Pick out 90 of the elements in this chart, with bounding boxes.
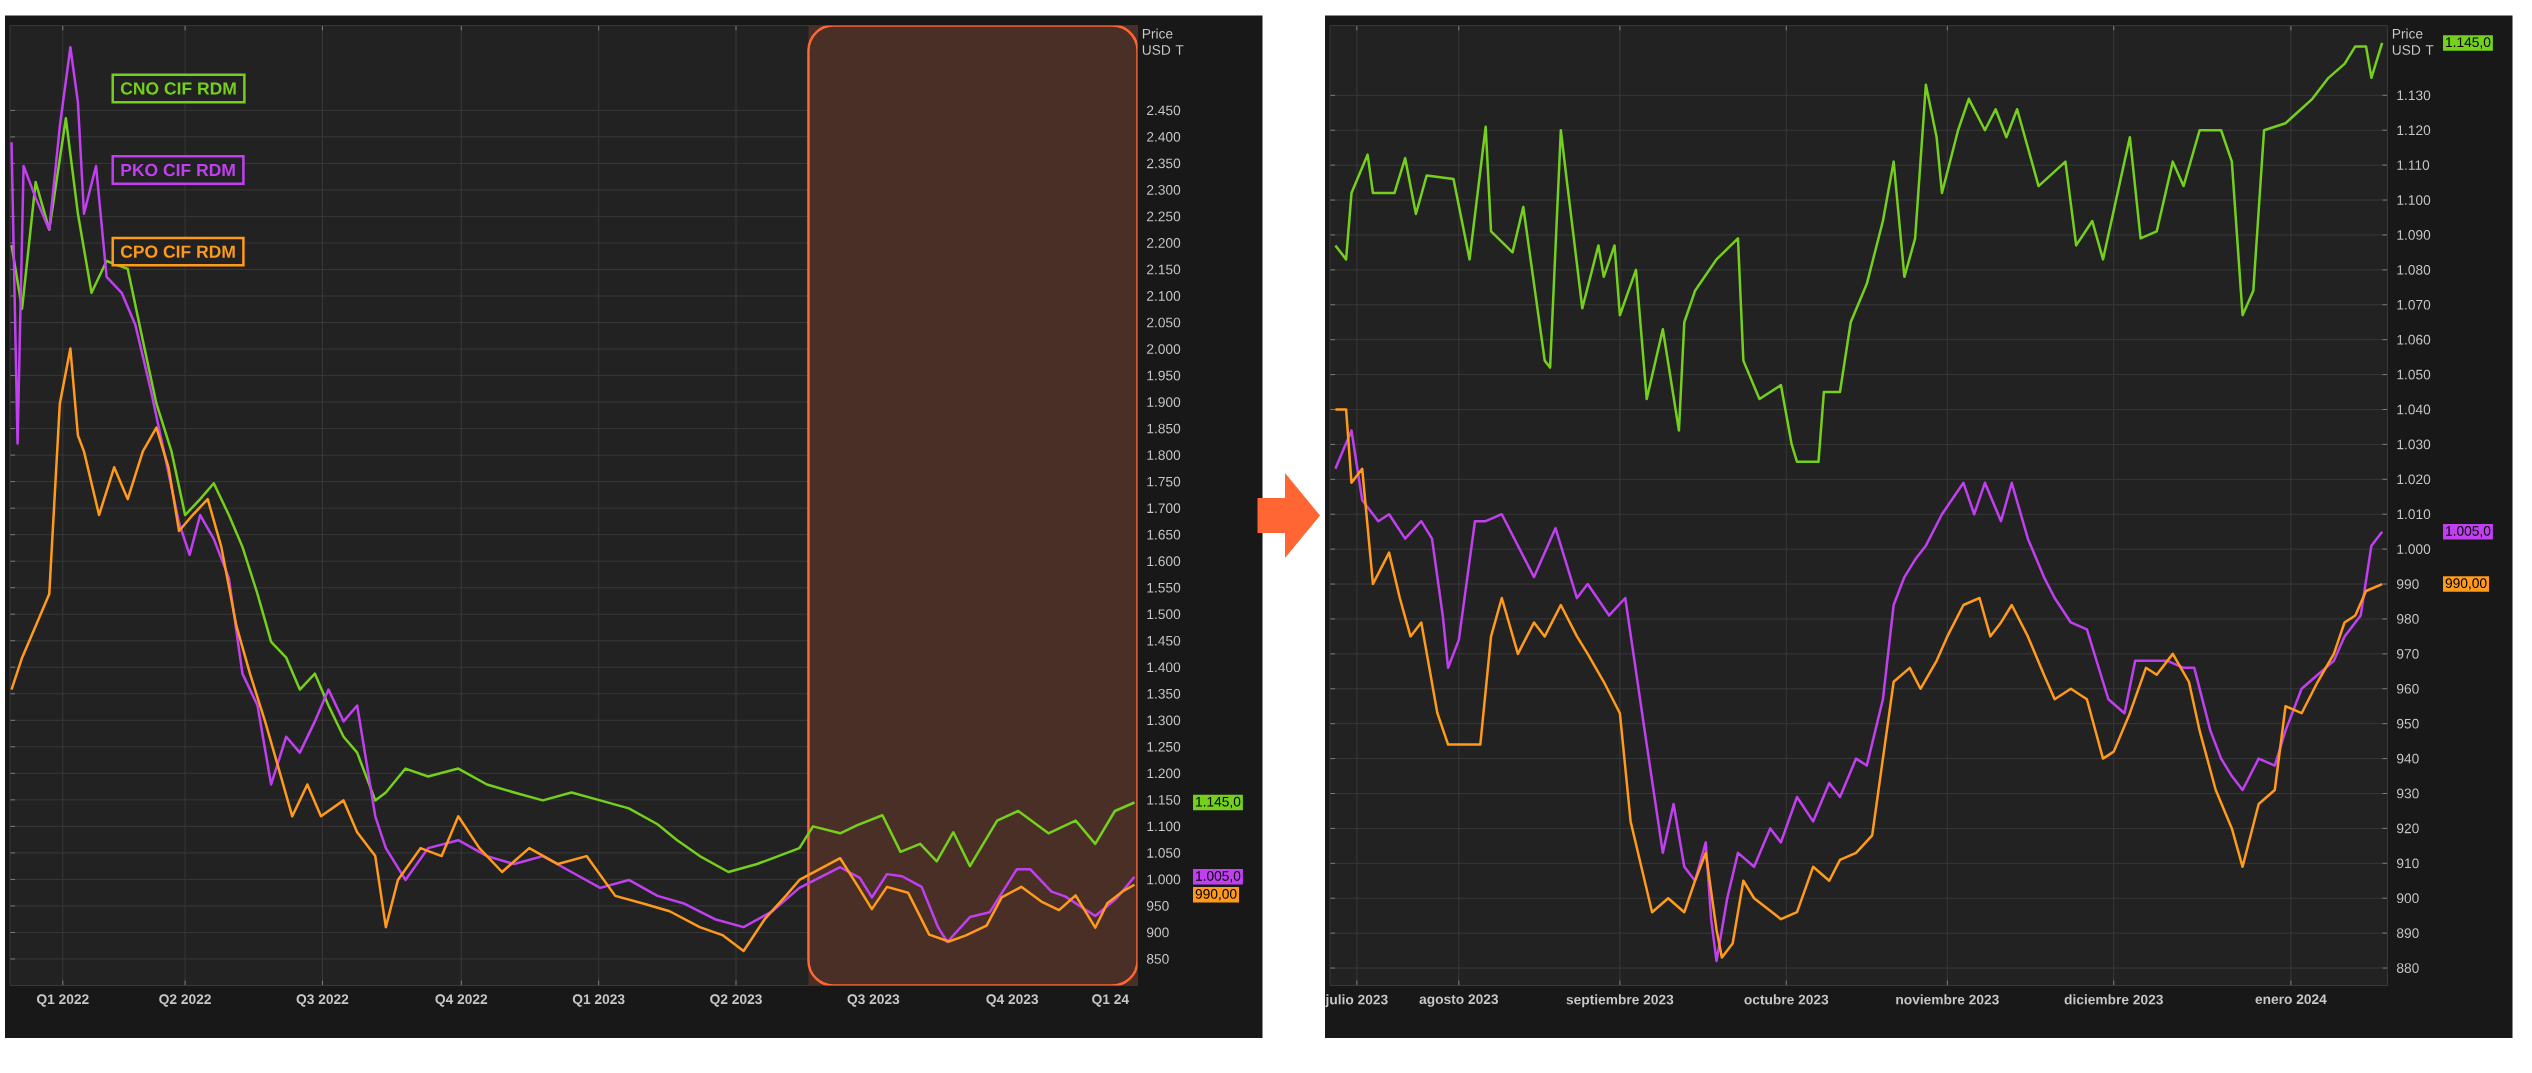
y-tick-label: 930 bbox=[2396, 788, 2419, 799]
x-tick-label: Q1 2022 bbox=[37, 994, 89, 1007]
x-tick-label: Q3 2022 bbox=[296, 994, 349, 1007]
y-tick-label: 1.150 bbox=[1147, 794, 1181, 805]
y-tick-label: 950 bbox=[2396, 718, 2419, 729]
y-tick-label: 1.100 bbox=[1147, 821, 1181, 832]
y-tick-label: 1.030 bbox=[2397, 439, 2431, 450]
y-tick-label: 1.100 bbox=[2397, 195, 2431, 205]
y-tick-label: 1.700 bbox=[1147, 503, 1181, 513]
x-tick-label: julio 2023 bbox=[1325, 994, 1388, 1008]
y-tick-label: 990 bbox=[2396, 579, 2419, 589]
x-tick-label: Q1 24 bbox=[1092, 994, 1129, 1007]
x-tick-label: Q4 2022 bbox=[435, 994, 488, 1007]
line-series bbox=[10, 117, 1136, 874]
y-tick-label: 2.400 bbox=[1147, 132, 1181, 142]
line-series bbox=[10, 347, 1136, 953]
y-tick-label: 1.050 bbox=[1147, 848, 1181, 858]
text: CPO CIF RDM bbox=[120, 245, 235, 258]
y-tick-label: 1.080 bbox=[2397, 264, 2431, 275]
x-tick-label: Q4 2023 bbox=[986, 994, 1039, 1007]
y-tick-label: 1.200 bbox=[1147, 768, 1181, 779]
y-tick-label: 1.500 bbox=[1147, 609, 1181, 620]
x-tick-label: Q2 2023 bbox=[710, 994, 762, 1007]
y-tick-label: 1.090 bbox=[2397, 230, 2431, 240]
x-tick-label: Q1 2023 bbox=[572, 994, 625, 1007]
y-tick-label: 1.350 bbox=[1147, 688, 1181, 699]
y-tick-label: 920 bbox=[2396, 823, 2419, 834]
text: 1.005,0 bbox=[2446, 526, 2491, 538]
y-tick-label: 2.350 bbox=[1147, 158, 1181, 169]
line-series bbox=[1334, 41, 2384, 464]
x-tick-label: agosto 2023 bbox=[1419, 994, 1499, 1007]
x-tick-label: noviembre 2023 bbox=[1896, 994, 1999, 1005]
x-tick-label: octubre 2023 bbox=[1744, 994, 1829, 1005]
text: 1.145,0 bbox=[1196, 796, 1241, 809]
y-tick-label: 900 bbox=[2396, 893, 2419, 904]
y-tick-label: 1.120 bbox=[2397, 125, 2431, 136]
y-tick-label: 1.060 bbox=[2397, 334, 2431, 345]
y-tick-label: 1.050 bbox=[2397, 369, 2431, 380]
y-tick-label: 1.130 bbox=[2397, 90, 2431, 101]
y-tick-label: 1.450 bbox=[1147, 635, 1181, 646]
y-tick-label: 1.850 bbox=[1147, 423, 1181, 434]
y-tick-label: 960 bbox=[2396, 683, 2419, 694]
y-tick-label: 2.200 bbox=[1147, 238, 1181, 248]
y-tick-label: 1.110 bbox=[2397, 160, 2430, 170]
y-tick-label: 1.020 bbox=[2397, 474, 2431, 485]
x-tick-label: Q3 2023 bbox=[847, 994, 900, 1007]
y-tick-label: 2.000 bbox=[1147, 344, 1181, 354]
y-axis-title: Price USD T bbox=[2392, 28, 2434, 55]
y-tick-label: 1.400 bbox=[1147, 662, 1181, 673]
y-axis-title: Price USD T bbox=[1142, 28, 1184, 55]
x-tick-label: Q2 2022 bbox=[159, 994, 211, 1007]
y-tick-label: 940 bbox=[2396, 753, 2419, 764]
y-tick-label: 1.600 bbox=[1147, 556, 1181, 567]
y-tick-label: 1.650 bbox=[1147, 529, 1181, 540]
y-tick-label: 2.100 bbox=[1147, 291, 1181, 301]
y-tick-label: 2.300 bbox=[1147, 185, 1181, 195]
y-tick-label: 1.300 bbox=[1147, 715, 1181, 726]
y-tick-label: 1.250 bbox=[1147, 741, 1181, 752]
y-tick-label: 910 bbox=[2396, 858, 2419, 869]
y-tick-label: 1.040 bbox=[2397, 404, 2431, 415]
y-tick-label: 2.150 bbox=[1147, 264, 1181, 275]
y-tick-label: 1.000 bbox=[1147, 874, 1181, 885]
y-tick-label: 1.900 bbox=[1147, 397, 1181, 407]
y-tick-label: 1.750 bbox=[1147, 476, 1181, 487]
x-tick-label: enero 2024 bbox=[2255, 994, 2327, 1005]
y-tick-label: 850 bbox=[1146, 954, 1169, 964]
text: 990,00 bbox=[2445, 578, 2487, 590]
y-tick-label: 2.050 bbox=[1147, 317, 1181, 328]
y-tick-label: 900 bbox=[1146, 927, 1169, 938]
y-tick-label: 950 bbox=[1146, 901, 1169, 911]
series-label: PKO CIF RDM bbox=[121, 163, 235, 177]
y-tick-label: 880 bbox=[2396, 963, 2419, 973]
y-tick-label: 2.250 bbox=[1147, 211, 1181, 222]
y-tick-label: 890 bbox=[2396, 928, 2419, 938]
text: 1.145,0 bbox=[2446, 37, 2491, 49]
y-tick-label: 1.010 bbox=[2397, 509, 2431, 520]
line-series bbox=[10, 46, 1136, 944]
text: CNO CIF RDM bbox=[120, 82, 236, 95]
y-tick-label: 1.550 bbox=[1147, 582, 1181, 593]
y-tick-label: 1.950 bbox=[1147, 370, 1181, 381]
x-tick-label: septiembre 2023 bbox=[1566, 994, 1674, 1008]
text: 990,00 bbox=[1195, 889, 1237, 901]
y-tick-label: 2.450 bbox=[1147, 105, 1181, 116]
y-tick-label: 970 bbox=[2396, 648, 2419, 659]
y-tick-label: 1.800 bbox=[1147, 450, 1181, 460]
text: 1.005,0 bbox=[1196, 871, 1241, 883]
x-tick-label: diciembre 2023 bbox=[2064, 994, 2163, 1005]
y-tick-label: 1.000 bbox=[2397, 544, 2431, 554]
y-tick-label: 980 bbox=[2396, 614, 2419, 624]
y-tick-label: 1.070 bbox=[2397, 299, 2431, 310]
